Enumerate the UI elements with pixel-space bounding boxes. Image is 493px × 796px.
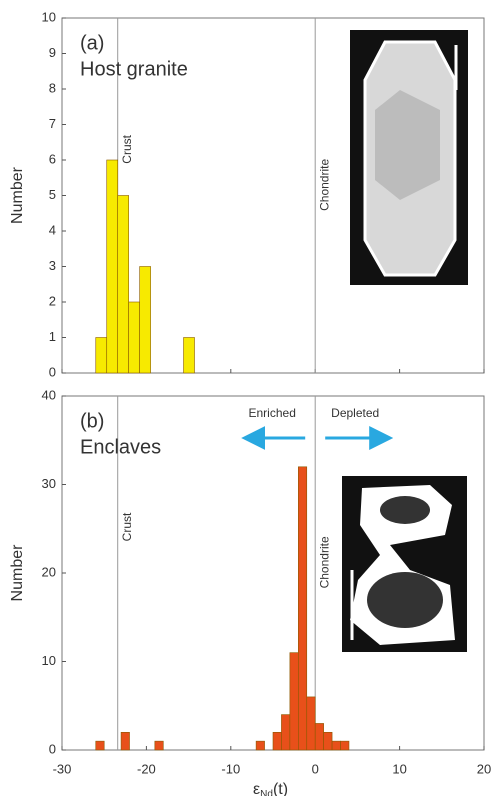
x-axis-label: εNd(t) xyxy=(253,781,288,796)
y-tick-label: 9 xyxy=(49,45,56,60)
y-tick-label: 2 xyxy=(49,293,56,308)
histogram-bar xyxy=(298,467,306,750)
arrow-label: Depleted xyxy=(331,406,379,420)
x-tick-label: 0 xyxy=(312,761,319,776)
y-tick-label: 20 xyxy=(42,564,56,579)
histogram-bar xyxy=(129,302,140,373)
arrow-label: Enriched xyxy=(249,406,296,420)
histogram-bar xyxy=(341,741,349,750)
reference-label: Crust xyxy=(120,134,134,163)
x-tick-label: 10 xyxy=(392,761,406,776)
x-label-symbol: ε xyxy=(253,781,260,796)
histogram-bar xyxy=(140,267,151,374)
histogram-bar xyxy=(281,715,289,750)
y-tick-label: 10 xyxy=(42,9,56,24)
x-tick-label: -20 xyxy=(137,761,156,776)
y-tick-label: 40 xyxy=(42,387,56,402)
reference-label: Crust xyxy=(120,512,134,541)
y-tick-label: 3 xyxy=(49,258,56,273)
figure: 0 1 2 3 4 5 6 7 8 9 10 Number Crust Chondrite (a) Host … xyxy=(0,0,493,796)
y-tick-label: 1 xyxy=(49,329,56,344)
panel-title: Host granite xyxy=(80,58,188,80)
x-tick-label: -10 xyxy=(221,761,240,776)
histogram-bar xyxy=(96,741,104,750)
histogram-bar xyxy=(273,732,281,750)
y-tick-label: 10 xyxy=(42,653,56,668)
y-tick-label: 7 xyxy=(49,116,56,131)
panel-label: (a) xyxy=(80,32,104,54)
x-label-rest: (t) xyxy=(273,781,288,796)
histogram-bar xyxy=(96,338,107,374)
y-axis-label: Number xyxy=(9,166,26,224)
histogram-bar xyxy=(324,732,332,750)
zircon-image-b xyxy=(342,476,467,652)
histogram-bar xyxy=(107,160,118,373)
x-tick-label: -30 xyxy=(53,761,72,776)
y-tick-label: 4 xyxy=(49,222,56,237)
histogram-bar xyxy=(307,697,315,750)
histogram-bar xyxy=(155,741,163,750)
y-tick-label: 0 xyxy=(49,364,56,379)
y-tick-label: 5 xyxy=(49,187,56,202)
reference-label: Chondrite xyxy=(317,536,331,588)
histogram-bar xyxy=(184,338,195,374)
reference-label: Chondrite xyxy=(317,159,331,211)
zircon-image-a xyxy=(350,30,468,285)
x-tick-label: 20 xyxy=(477,761,491,776)
y-tick-label: 8 xyxy=(49,80,56,95)
x-label-subscript: Nd xyxy=(260,789,273,796)
panel-title: Enclaves xyxy=(80,436,161,458)
y-tick-label: 30 xyxy=(42,476,56,491)
histogram-bar xyxy=(315,723,323,750)
y-axis-label: Number xyxy=(9,544,26,602)
histogram-bar xyxy=(256,741,264,750)
panel-label: (b) xyxy=(80,410,104,432)
histogram-bar xyxy=(332,741,340,750)
histogram-bar xyxy=(118,196,129,374)
histogram-bar xyxy=(121,732,129,750)
histogram-bar xyxy=(290,653,298,750)
y-tick-label: 6 xyxy=(49,151,56,166)
y-tick-label: 0 xyxy=(49,741,56,756)
